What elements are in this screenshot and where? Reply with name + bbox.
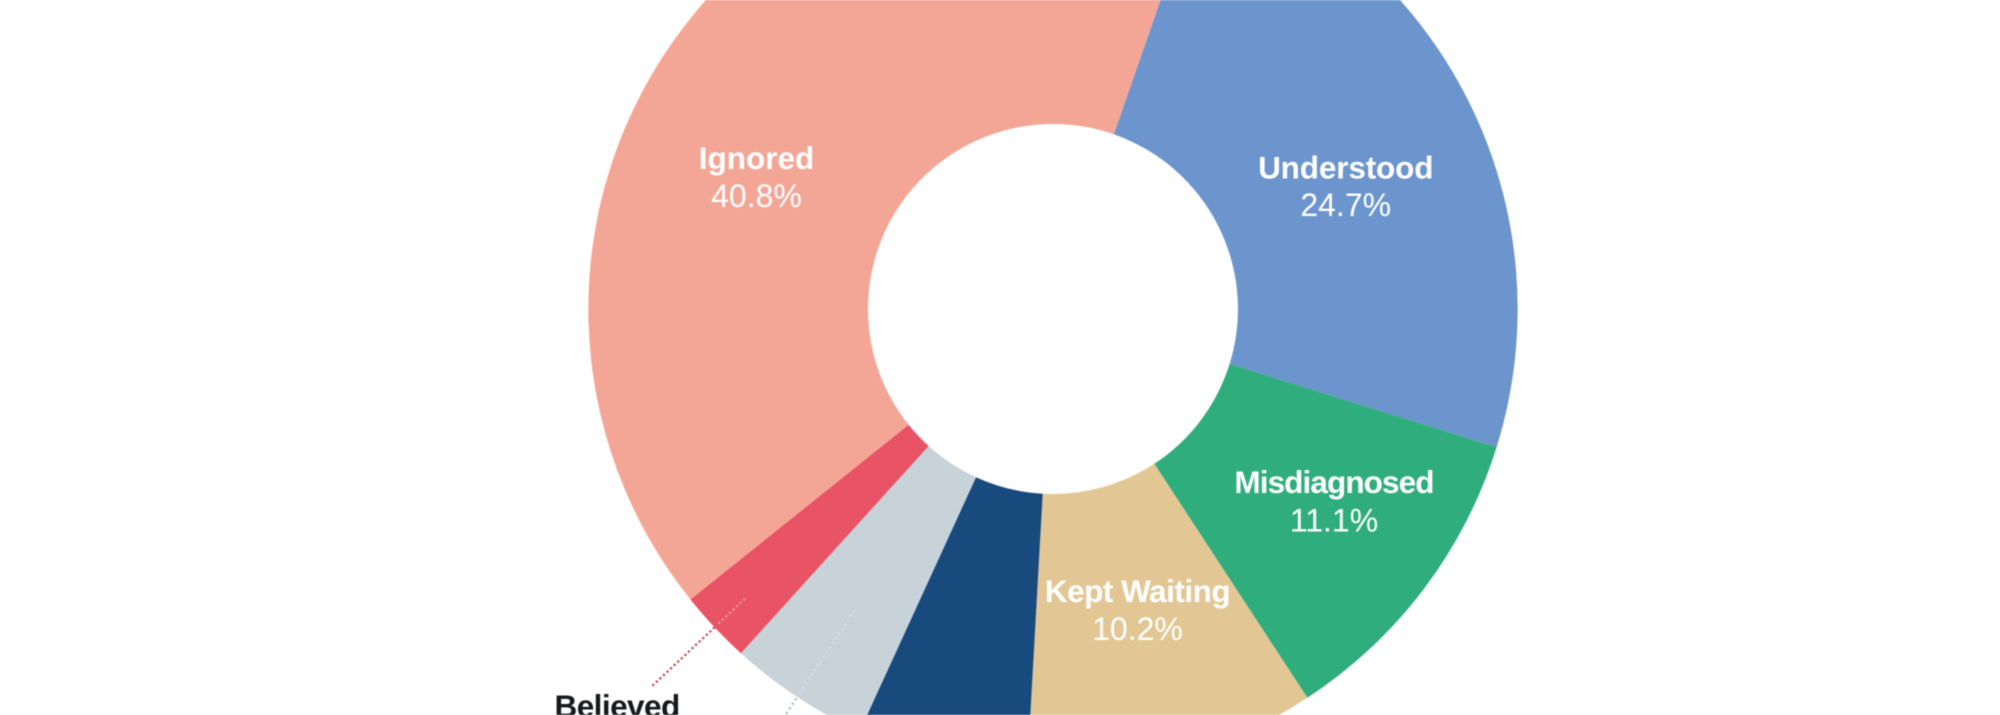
svg-text:Believed: Believed <box>555 688 680 715</box>
svg-text:Kept Waiting: Kept Waiting <box>1045 573 1230 609</box>
svg-text:Understood: Understood <box>1258 150 1433 186</box>
svg-text:40.8%: 40.8% <box>711 178 802 214</box>
svg-text:11.1%: 11.1% <box>1290 503 1378 539</box>
svg-text:10.2%: 10.2% <box>1092 611 1183 647</box>
svg-text:24.7%: 24.7% <box>1300 187 1391 223</box>
svg-text:Misdiagnosed: Misdiagnosed <box>1234 464 1433 500</box>
svg-text:Ignored: Ignored <box>699 140 815 176</box>
